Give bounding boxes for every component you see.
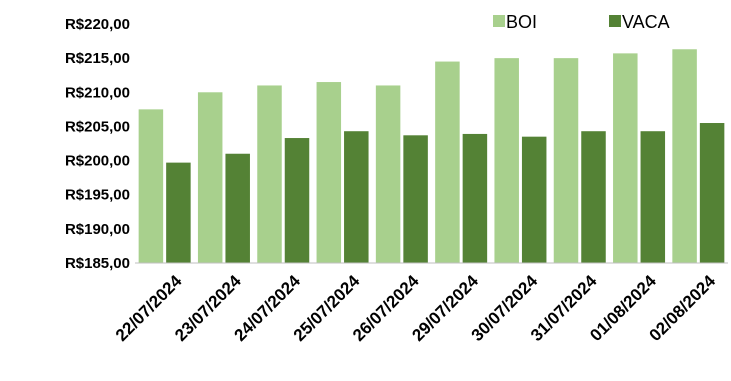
bar-vaca (166, 162, 191, 263)
legend-label-boi: BOI (506, 12, 537, 32)
bar-vaca (581, 131, 606, 263)
bar-vaca (521, 136, 547, 263)
bar-boi (138, 109, 164, 263)
y-axis-ticks: R$220,00 R$215,00 R$210,00 R$205,00 R$200,00… (65, 16, 130, 272)
bar-vaca (462, 133, 488, 263)
legend-label-vaca: VACA (622, 12, 670, 32)
y-tick-label: R$190,00 (65, 221, 130, 238)
bar-vaca (344, 131, 369, 263)
x-axis-ticks: 22/07/202423/07/202424/07/202425/07/2024… (112, 271, 720, 345)
bar-boi (257, 85, 282, 263)
bar-vaca (699, 123, 725, 263)
bar-boi (672, 49, 697, 263)
bar-boi (435, 61, 460, 263)
y-tick-label: R$185,00 (65, 255, 130, 272)
bar-vaca (640, 131, 666, 263)
y-tick-label: R$205,00 (65, 118, 130, 135)
y-tick-label: R$195,00 (65, 187, 130, 204)
bar-boi (494, 58, 519, 264)
bar-boi (613, 53, 638, 264)
bar-vaca (403, 135, 428, 263)
y-tick-label: R$215,00 (65, 50, 130, 67)
bar-boi (316, 82, 342, 264)
y-tick-label: R$210,00 (65, 84, 130, 101)
bar-vaca (284, 138, 310, 263)
y-tick-label: R$220,00 (65, 16, 130, 33)
bar-boi (197, 92, 223, 264)
legend-swatch-boi (493, 15, 505, 27)
bar-boi (375, 85, 401, 263)
y-tick-label: R$200,00 (65, 153, 130, 170)
legend: BOI VACA (493, 12, 670, 32)
legend-swatch-vaca (609, 15, 621, 27)
bar-vaca (225, 153, 250, 263)
bars (138, 49, 725, 264)
bar-boi (553, 58, 579, 264)
